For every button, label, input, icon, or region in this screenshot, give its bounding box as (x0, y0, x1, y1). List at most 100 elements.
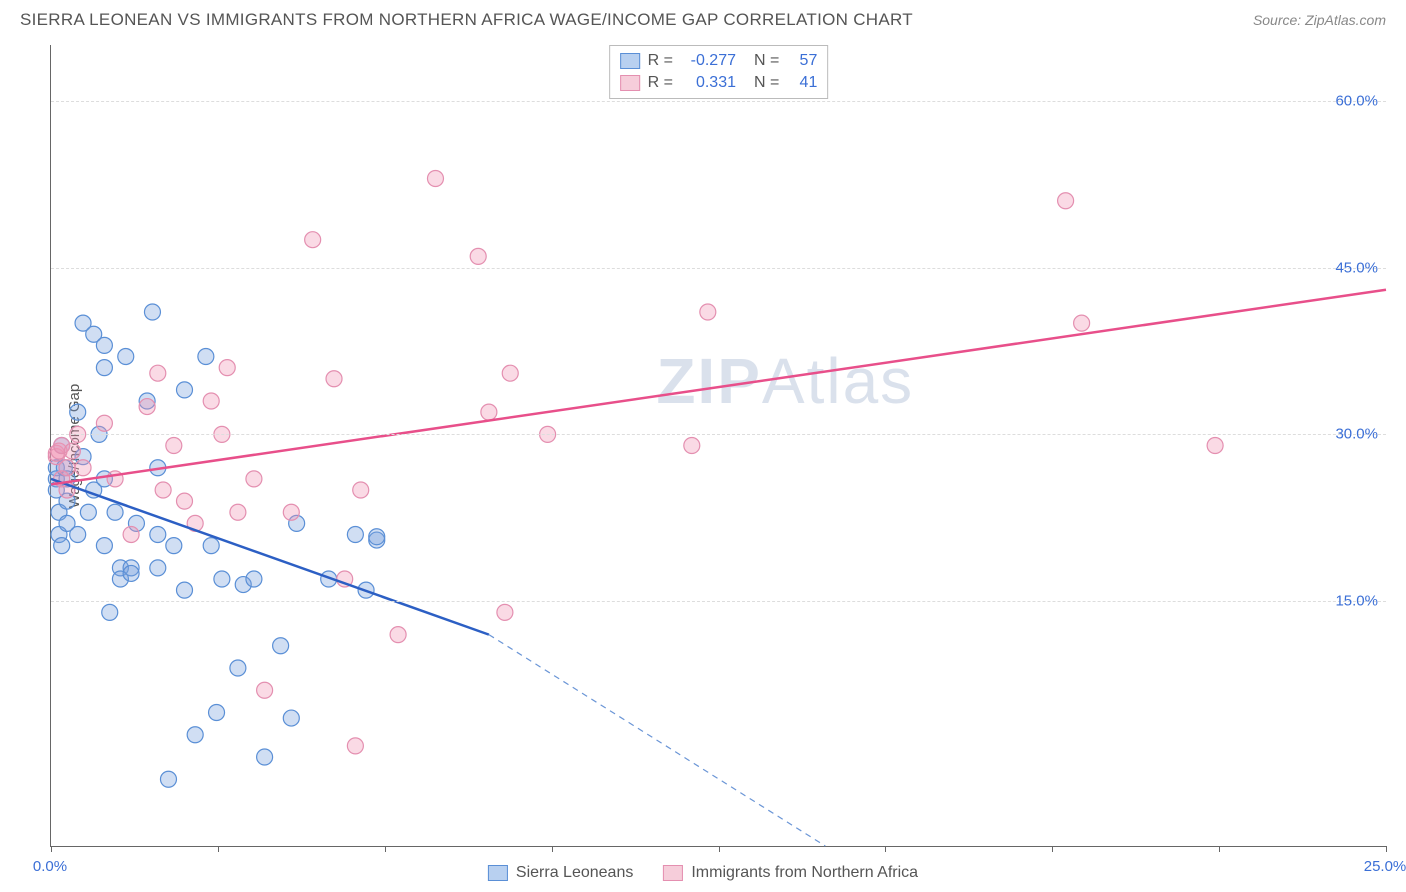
data-point (481, 404, 497, 420)
data-point (144, 304, 160, 320)
legend-swatch (488, 865, 508, 881)
data-point (427, 171, 443, 187)
data-point (257, 682, 273, 698)
legend-item: Immigrants from Northern Africa (663, 864, 918, 882)
scatter-svg (51, 45, 1386, 846)
y-tick-label: 15.0% (1335, 593, 1378, 610)
y-tick-label: 45.0% (1335, 259, 1378, 276)
data-point (177, 493, 193, 509)
data-point (369, 529, 385, 545)
data-point (502, 365, 518, 381)
legend-label: Sierra Leoneans (516, 864, 633, 882)
chart-title: SIERRA LEONEAN VS IMMIGRANTS FROM NORTHE… (20, 10, 913, 30)
stat-r-label: R = (648, 52, 673, 70)
data-point (139, 399, 155, 415)
trend-line (51, 290, 1386, 485)
data-point (347, 527, 363, 543)
x-tick (385, 846, 386, 852)
data-point (283, 710, 299, 726)
data-point (347, 738, 363, 754)
data-point (70, 527, 86, 543)
data-point (155, 482, 171, 498)
data-point (273, 638, 289, 654)
data-point (96, 337, 112, 353)
gridline (51, 601, 1386, 602)
data-point (257, 749, 273, 765)
data-point (230, 504, 246, 520)
data-point (353, 482, 369, 498)
stat-n-value: 57 (787, 52, 817, 70)
x-tick (885, 846, 886, 852)
data-point (70, 404, 86, 420)
data-point (283, 504, 299, 520)
stat-r-label: R = (648, 74, 673, 92)
data-point (497, 604, 513, 620)
data-point (390, 627, 406, 643)
chart-source: Source: ZipAtlas.com (1253, 12, 1386, 28)
x-tick (51, 846, 52, 852)
data-point (96, 415, 112, 431)
data-point (1074, 315, 1090, 331)
data-point (700, 304, 716, 320)
data-point (166, 538, 182, 554)
data-point (150, 560, 166, 576)
data-point (80, 504, 96, 520)
data-point (160, 771, 176, 787)
data-point (230, 660, 246, 676)
x-tick-label: 0.0% (33, 858, 67, 875)
data-point (326, 371, 342, 387)
series-swatch (620, 53, 640, 69)
legend-swatch (663, 865, 683, 881)
data-point (64, 443, 80, 459)
stat-r-value: 0.331 (681, 74, 736, 92)
data-point (203, 538, 219, 554)
data-point (150, 365, 166, 381)
data-point (214, 571, 230, 587)
stat-n-value: 41 (787, 74, 817, 92)
data-point (96, 538, 112, 554)
correlation-stats-box: R = -0.277 N = 57 R = 0.331 N = 41 (609, 45, 829, 99)
data-point (177, 582, 193, 598)
data-point (75, 460, 91, 476)
chart-header: SIERRA LEONEAN VS IMMIGRANTS FROM NORTHE… (0, 0, 1406, 38)
data-point (118, 349, 134, 365)
y-tick-label: 30.0% (1335, 426, 1378, 443)
legend-bottom: Sierra Leoneans Immigrants from Northern … (488, 864, 918, 882)
data-point (1207, 438, 1223, 454)
gridline (51, 101, 1386, 102)
legend-label: Immigrants from Northern Africa (691, 864, 918, 882)
x-tick (552, 846, 553, 852)
data-point (203, 393, 219, 409)
x-tick (1052, 846, 1053, 852)
stat-r-value: -0.277 (681, 52, 736, 70)
data-point (470, 248, 486, 264)
data-point (246, 571, 262, 587)
data-point (177, 382, 193, 398)
data-point (198, 349, 214, 365)
stats-row: R = -0.277 N = 57 (620, 50, 818, 72)
data-point (219, 360, 235, 376)
data-point (187, 727, 203, 743)
data-point (166, 438, 182, 454)
stat-n-label: N = (754, 52, 779, 70)
data-point (209, 705, 225, 721)
x-tick (218, 846, 219, 852)
stat-n-label: N = (754, 74, 779, 92)
stats-row: R = 0.331 N = 41 (620, 72, 818, 94)
data-point (150, 527, 166, 543)
y-tick-label: 60.0% (1335, 92, 1378, 109)
gridline (51, 268, 1386, 269)
x-tick-label: 25.0% (1364, 858, 1406, 875)
data-point (684, 438, 700, 454)
data-point (123, 565, 139, 581)
data-point (246, 471, 262, 487)
data-point (59, 460, 75, 476)
chart-plot-area: ZIPAtlas R = -0.277N = 57R = 0.331N = 41… (50, 45, 1386, 847)
series-swatch (620, 75, 640, 91)
data-point (96, 360, 112, 376)
data-point (123, 527, 139, 543)
x-tick (1386, 846, 1387, 852)
gridline (51, 434, 1386, 435)
data-point (1058, 193, 1074, 209)
data-point (305, 232, 321, 248)
